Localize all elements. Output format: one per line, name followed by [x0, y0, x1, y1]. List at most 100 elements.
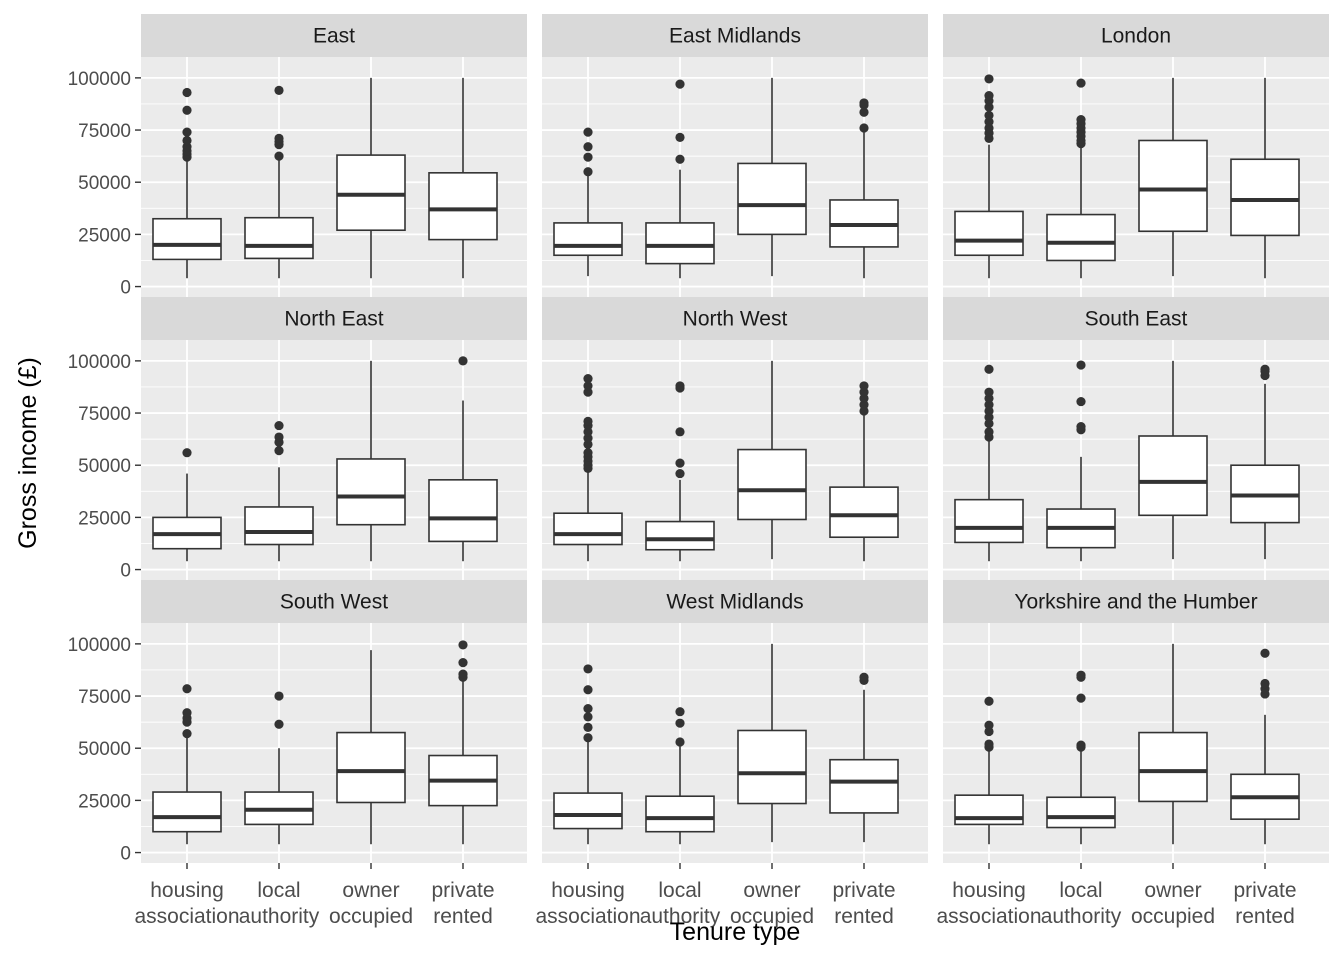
box-body [336, 458, 406, 526]
outlier-point [675, 468, 685, 479]
facet-strip [141, 580, 527, 623]
box-local-authority [645, 381, 715, 562]
box-body [152, 217, 222, 261]
outlier-point [182, 127, 192, 137]
facet-panel: Yorkshire and the Humber housing associati… [936, 580, 1329, 928]
box-body [954, 210, 1024, 257]
outlier-point [1076, 360, 1086, 370]
box-owner-occupied [1138, 77, 1208, 277]
facet-panel: North East 0 25000 50000 75000 100000 [68, 297, 527, 582]
y-tick-label: 25000 [78, 508, 131, 529]
x-tick-label: occupied [730, 905, 814, 928]
y-tick-label: 100000 [68, 69, 131, 90]
x-tick-label: association [936, 905, 1041, 928]
outlier-point [1260, 678, 1270, 689]
x-tick-label: rented [433, 905, 493, 928]
box-body [645, 520, 715, 551]
x-tick-label: occupied [329, 905, 413, 928]
outlier-point [583, 703, 593, 714]
outlier-point [458, 669, 468, 679]
outlier-point [1260, 648, 1270, 658]
y-tick-label: 25000 [78, 225, 131, 246]
outlier-point [1076, 670, 1086, 680]
x-tick-label: private [832, 879, 895, 902]
box-owner-occupied [737, 360, 807, 560]
outlier-point [984, 427, 994, 437]
box-private-rented [428, 77, 498, 279]
outlier-point [583, 733, 593, 743]
facet-strip-label: South East [1085, 308, 1188, 331]
box-body [428, 172, 498, 241]
facet-strip-label: Yorkshire and the Humber [1014, 591, 1257, 614]
box-housing-association [553, 127, 623, 277]
outlier-point [859, 98, 869, 108]
box-body [737, 162, 807, 236]
x-axis-title: Tenure type [670, 918, 801, 946]
facet-panel: East 0 25000 50000 75000 100000 [68, 14, 527, 299]
outlier-point [583, 664, 593, 674]
x-tick-label: housing [952, 879, 1026, 902]
facet-strip [542, 297, 928, 340]
box-body [829, 486, 899, 539]
x-tick-label: private [431, 879, 494, 902]
box-body [244, 216, 314, 260]
outlier-point [274, 133, 284, 143]
outlier-point [458, 640, 468, 650]
outlier-point [274, 446, 284, 456]
outlier-point [1260, 364, 1270, 374]
facet-panel: London [943, 14, 1329, 297]
outlier-point [182, 684, 192, 694]
box-housing-association [152, 684, 222, 845]
outlier-point [859, 381, 869, 391]
x-tick-label: rented [1235, 905, 1295, 928]
x-tick-label: association [535, 905, 640, 928]
outlier-point [1076, 396, 1086, 407]
facet-strip [943, 14, 1329, 57]
box-private-rented [1230, 364, 1300, 560]
facet-panel: North West [542, 297, 928, 580]
y-axis-title: Gross income (£) [14, 357, 42, 549]
outlier-point [859, 123, 869, 133]
x-tick-label: authority [1041, 905, 1122, 928]
outlier-point [583, 685, 593, 695]
facet-strip-label: London [1101, 25, 1171, 48]
box-owner-occupied [336, 650, 406, 845]
outlier-point [274, 719, 284, 729]
box-local-authority [244, 420, 314, 562]
box-private-rented [829, 98, 899, 279]
outlier-point [675, 718, 685, 728]
y-tick-label: 0 [120, 278, 131, 299]
x-tick-label: private [1233, 879, 1296, 902]
box-body [645, 795, 715, 833]
outlier-point [1076, 740, 1086, 750]
box-housing-association [954, 696, 1024, 845]
outlier-point [675, 132, 685, 142]
outlier-point [1076, 78, 1086, 88]
box-body [1138, 435, 1208, 517]
box-body [152, 791, 222, 833]
outlier-point [984, 720, 994, 730]
box-body [244, 506, 314, 546]
box-body [829, 758, 899, 814]
box-body [737, 448, 807, 521]
facet-strip [542, 14, 928, 57]
outlier-point [675, 381, 685, 391]
panel-background [943, 623, 1329, 863]
outlier-point [675, 458, 685, 468]
box-owner-occupied [1138, 360, 1208, 560]
y-tick-label: 0 [120, 844, 131, 865]
box-private-rented [428, 640, 498, 845]
facet-strip [542, 580, 928, 623]
outlier-point [583, 712, 593, 722]
box-body [1138, 731, 1208, 803]
outlier-point [583, 152, 593, 162]
box-owner-occupied [336, 77, 406, 279]
box-body [954, 498, 1024, 544]
box-housing-association [553, 374, 623, 562]
panel-background [943, 340, 1329, 580]
facet-strip [943, 297, 1329, 340]
box-owner-occupied [737, 77, 807, 277]
x-tick-label: owner [342, 879, 399, 902]
box-housing-association [152, 87, 222, 279]
x-tick-label: authority [640, 905, 721, 928]
